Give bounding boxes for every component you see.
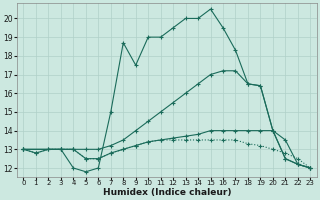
X-axis label: Humidex (Indice chaleur): Humidex (Indice chaleur) xyxy=(103,188,231,197)
